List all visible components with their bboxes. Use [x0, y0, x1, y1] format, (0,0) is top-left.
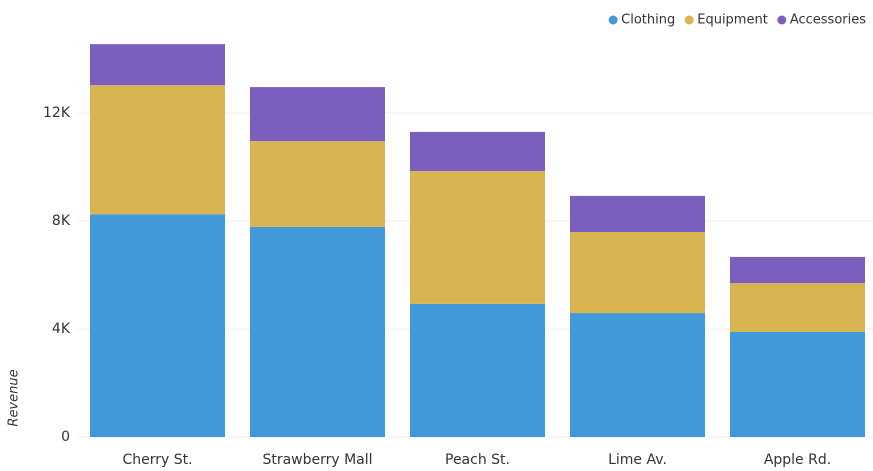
x-tick-label: Cherry St.: [122, 452, 192, 468]
legend-swatch: [608, 15, 618, 25]
bar-segment: [730, 331, 865, 437]
bar-segment: [90, 85, 225, 215]
y-axis-label: Revenue: [7, 369, 22, 426]
y-tick-label: 8K: [52, 213, 71, 229]
y-tick-label: 12K: [43, 105, 71, 121]
legend-label: Clothing: [621, 13, 675, 28]
legend-swatch: [777, 15, 787, 25]
x-tick-label: Lime Av.: [608, 452, 667, 468]
bar-segment: [730, 256, 865, 284]
legend-label: Equipment: [697, 13, 768, 28]
bar-segment: [410, 171, 545, 304]
y-tick-label: 4K: [52, 321, 71, 337]
bar-segment: [410, 131, 545, 172]
bar-segment: [90, 44, 225, 86]
x-tick-label: Strawberry Mall: [262, 452, 372, 468]
bar-segment: [410, 303, 545, 437]
bar-segment: [570, 313, 705, 437]
bar-segment: [250, 226, 385, 437]
bar-segment: [730, 283, 865, 332]
bar-segment: [250, 87, 385, 142]
x-tick-label: Apple Rd.: [764, 452, 831, 468]
bar-segment: [570, 232, 705, 314]
bar-segment: [250, 141, 385, 227]
bar-segment: [90, 214, 225, 437]
bar-segment: [570, 195, 705, 233]
legend-swatch: [684, 15, 694, 25]
y-tick-label: 0: [61, 429, 70, 445]
x-tick-label: Peach St.: [445, 452, 510, 468]
legend-label: Accessories: [790, 13, 866, 28]
